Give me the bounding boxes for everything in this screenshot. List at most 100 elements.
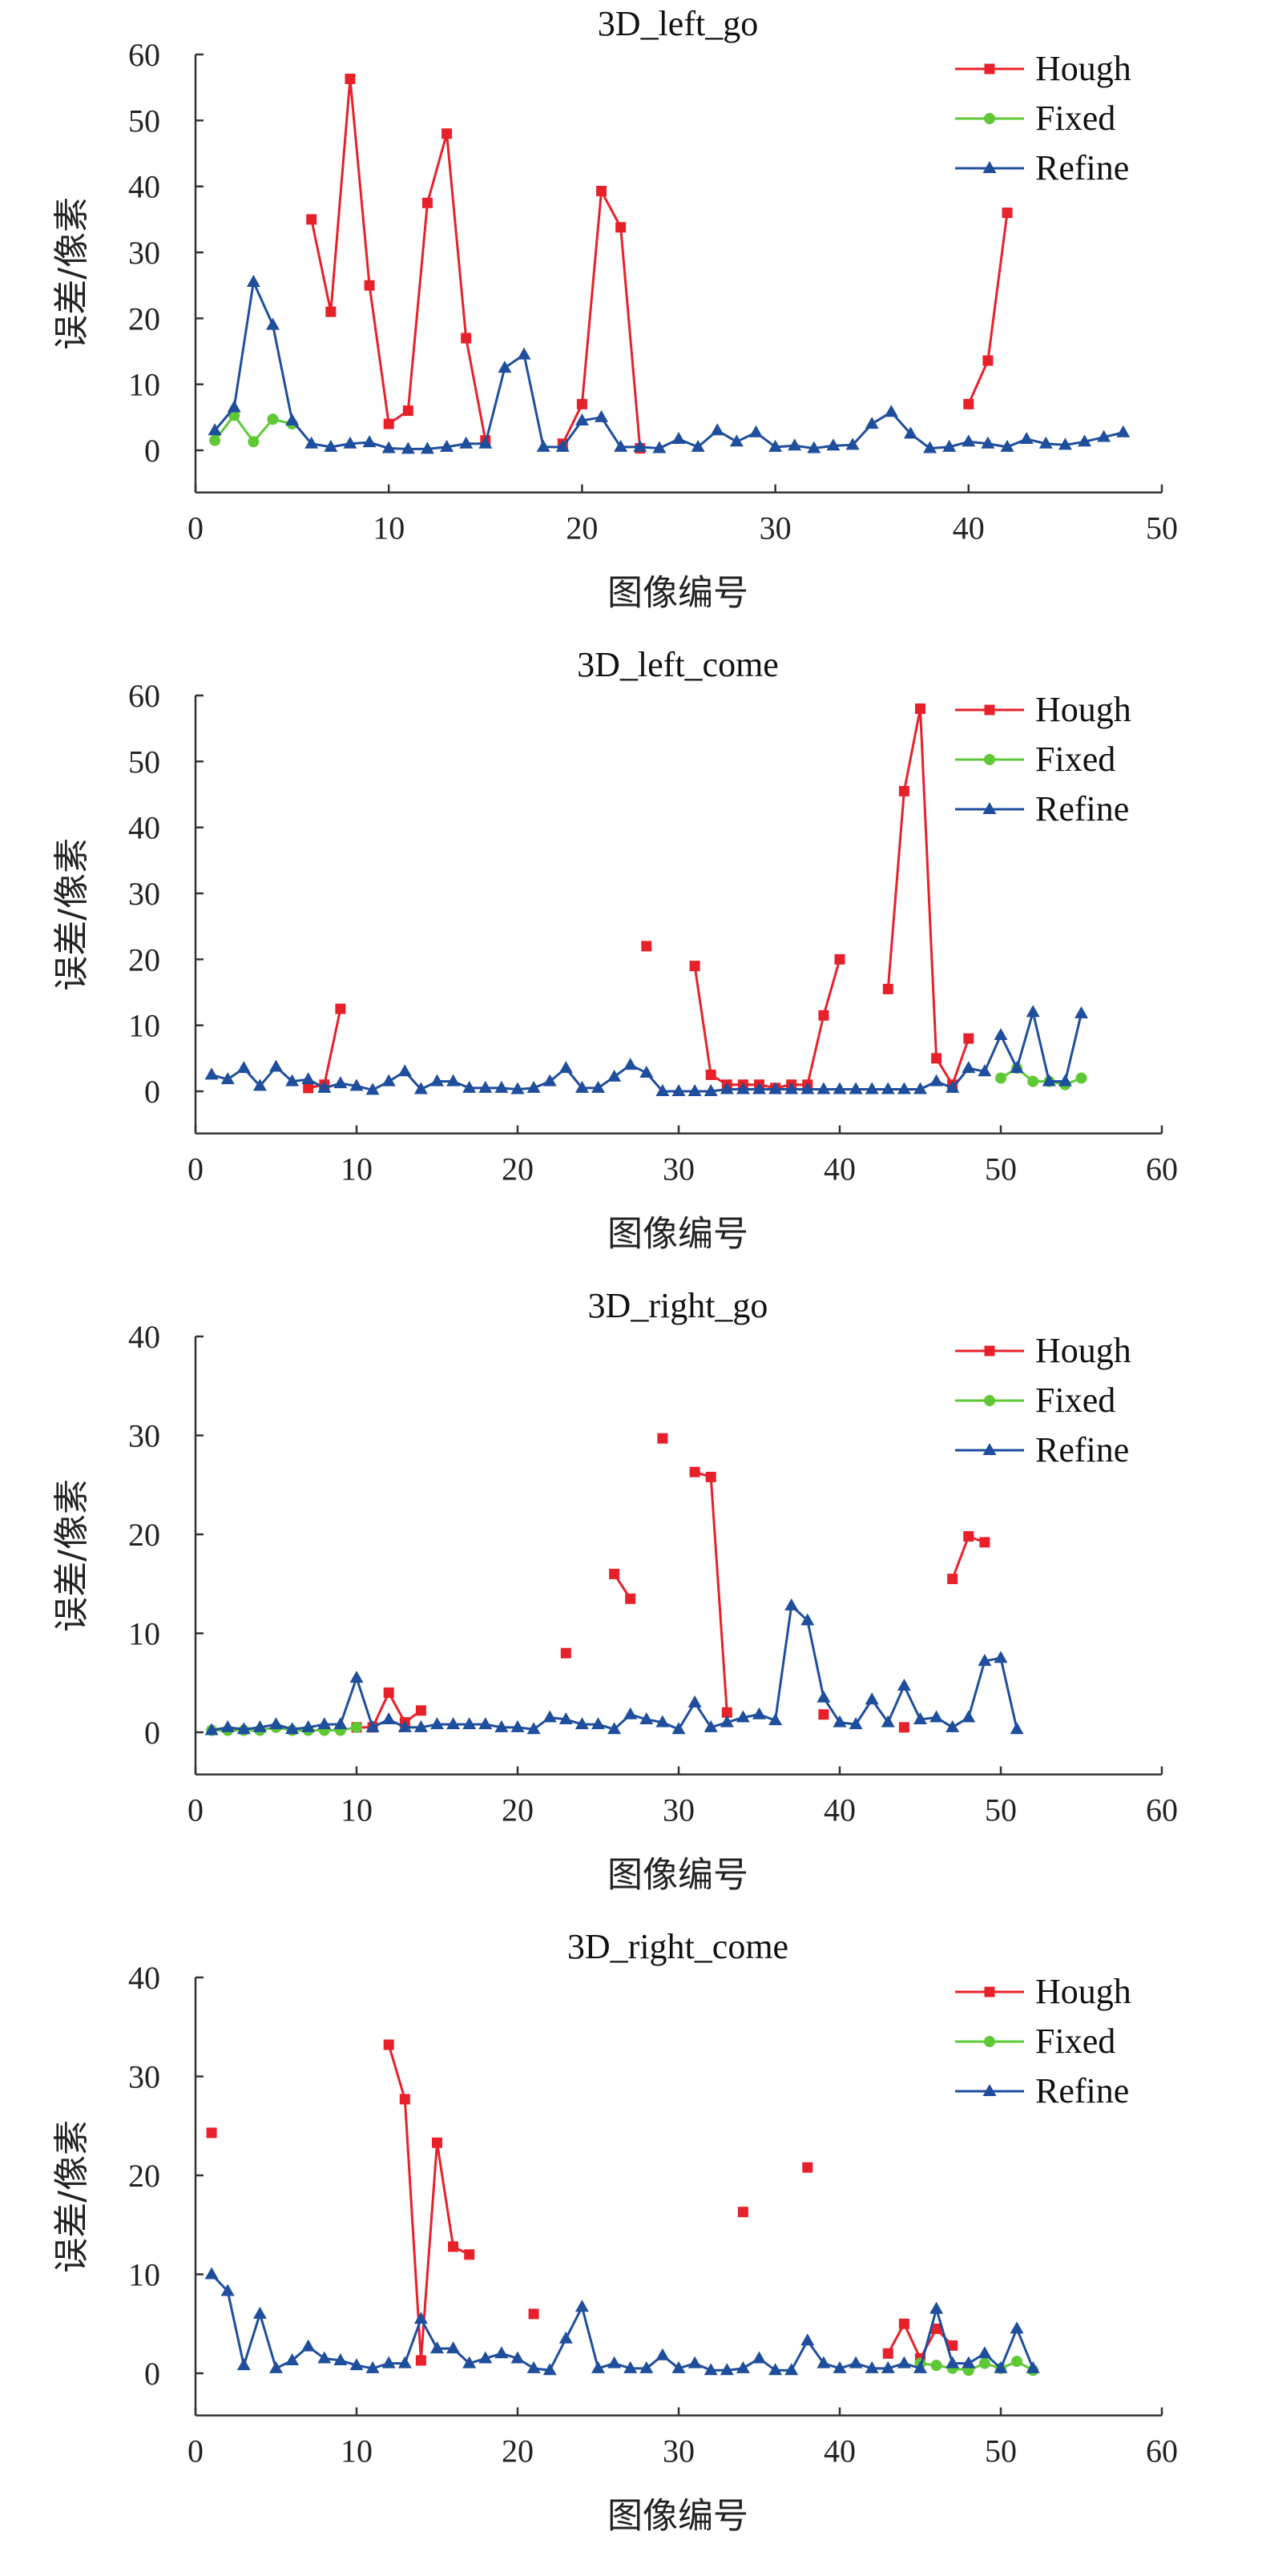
data-point-refine: [430, 1074, 444, 1086]
data-point-refine: [575, 2300, 589, 2312]
data-point-fixed: [209, 434, 221, 446]
data-point-refine: [768, 2363, 783, 2376]
data-point-hough: [705, 1069, 716, 1080]
data-point-refine: [575, 413, 589, 425]
series-line-hough: [967, 212, 1009, 405]
data-point-refine: [607, 1722, 622, 1735]
data-point-refine: [510, 2351, 525, 2364]
data-point-refine: [365, 2360, 380, 2373]
data-point-refine: [736, 1710, 750, 1723]
data-point-refine: [639, 1065, 654, 1078]
data-point-hough: [947, 2340, 958, 2351]
chart-svg: 3D_right_go 0 10 20 30 40 0 10 20 30 40 50 60 图像编号 误差/…: [51, 1286, 1178, 1896]
data-point-refine: [623, 1707, 638, 1719]
series-line-refine: [211, 1604, 1018, 1732]
series-refine: [204, 1598, 1024, 1735]
data-point-refine: [252, 1719, 267, 1732]
data-point-hough: [737, 2207, 748, 2218]
data-point-refine: [784, 2363, 799, 2376]
legend-label-hough: Hough: [1035, 1972, 1131, 2011]
data-point-hough: [325, 306, 337, 317]
x-tick-label: 60: [1146, 2433, 1178, 2469]
legend-label-hough: Hough: [1035, 49, 1131, 88]
data-point-hough: [576, 398, 587, 409]
data-point-refine: [349, 1671, 364, 1683]
data-point-refine: [1078, 434, 1092, 447]
data-point-hough: [402, 405, 413, 417]
data-point-refine: [285, 413, 300, 425]
x-axis-label: 图像编号: [607, 573, 748, 614]
data-point-hough: [963, 398, 974, 409]
data-point-refine: [462, 1080, 477, 1093]
data-point-refine: [362, 435, 377, 448]
data-point-refine: [833, 1082, 847, 1094]
data-point-refine: [575, 1717, 589, 1730]
data-point-refine: [687, 2356, 702, 2368]
data-point-refine: [558, 2331, 573, 2344]
data-point-refine: [687, 1695, 702, 1707]
data-point-refine: [1075, 1006, 1088, 1018]
data-point-refine: [671, 1722, 686, 1735]
data-point-refine: [220, 1719, 235, 1732]
data-point-refine: [227, 400, 241, 413]
data-point-refine: [317, 2351, 332, 2364]
data-point-hough: [206, 2127, 217, 2139]
chart-title: 3D_left_come: [577, 645, 779, 684]
chart-legend: Hough Fixed Refine: [955, 1972, 1131, 2110]
data-point-refine: [1058, 1074, 1072, 1086]
y-tick-label: 0: [144, 2356, 160, 2392]
y-tick-label: 30: [128, 235, 160, 271]
data-point-refine: [595, 409, 609, 422]
chart-legend: Hough Fixed Refine: [955, 1331, 1131, 1469]
data-point-refine: [945, 1719, 960, 1732]
data-point-refine: [849, 2356, 863, 2368]
legend-marker: [984, 704, 995, 716]
y-tick-label: 30: [128, 876, 160, 912]
data-point-refine: [317, 1717, 332, 1730]
data-point-refine: [208, 423, 222, 436]
data-point-refine: [800, 2333, 815, 2346]
data-point-hough: [303, 1082, 314, 1094]
series-hough: [206, 2039, 958, 2366]
data-point-hough: [689, 961, 700, 972]
data-point-refine: [510, 1082, 525, 1094]
data-point-refine: [304, 436, 319, 449]
legend-marker: [982, 802, 997, 814]
data-point-refine: [365, 1719, 380, 1732]
x-tick-label: 50: [985, 1151, 1017, 1187]
data-point-refine: [903, 426, 917, 439]
data-point-refine: [962, 1061, 976, 1074]
data-point-hough: [335, 1003, 346, 1014]
data-point-hough: [596, 185, 607, 196]
data-point-refine: [301, 1072, 316, 1085]
data-point-refine: [397, 2356, 412, 2368]
data-point-refine: [704, 2363, 718, 2376]
y-tick-label: 10: [128, 1616, 160, 1652]
legend-label-refine: Refine: [1035, 789, 1129, 828]
x-tick-label: 10: [341, 1792, 373, 1828]
chart-svg: 3D_left_go 0 10 20 30 40 50 60 0 10 20 30 40 50 图像编号 误差…: [51, 4, 1178, 614]
data-point-refine: [897, 1082, 911, 1094]
data-point-refine: [246, 275, 260, 288]
data-point-refine: [881, 1715, 895, 1727]
y-tick-label: 60: [128, 37, 160, 73]
y-tick-label: 0: [144, 1715, 160, 1751]
data-point-refine: [542, 1074, 557, 1086]
data-point-refine: [301, 1719, 316, 1732]
data-point-fixed: [248, 436, 260, 448]
data-point-refine: [884, 405, 898, 417]
x-tick-label: 20: [566, 510, 598, 546]
data-point-refine: [269, 1059, 283, 1072]
data-point-hough: [979, 1537, 990, 1548]
series-line-hough: [693, 958, 841, 1090]
data-point-refine: [285, 1722, 300, 1735]
data-point-refine: [881, 1082, 895, 1094]
data-point-refine: [285, 2352, 300, 2365]
data-point-refine: [459, 436, 474, 449]
data-point-refine: [265, 317, 280, 330]
data-point-refine: [978, 2346, 992, 2359]
data-point-refine: [720, 2363, 734, 2376]
data-point-refine: [204, 1067, 219, 1080]
y-axis-label: 误差/像素: [51, 197, 92, 350]
data-point-refine: [542, 1710, 557, 1723]
